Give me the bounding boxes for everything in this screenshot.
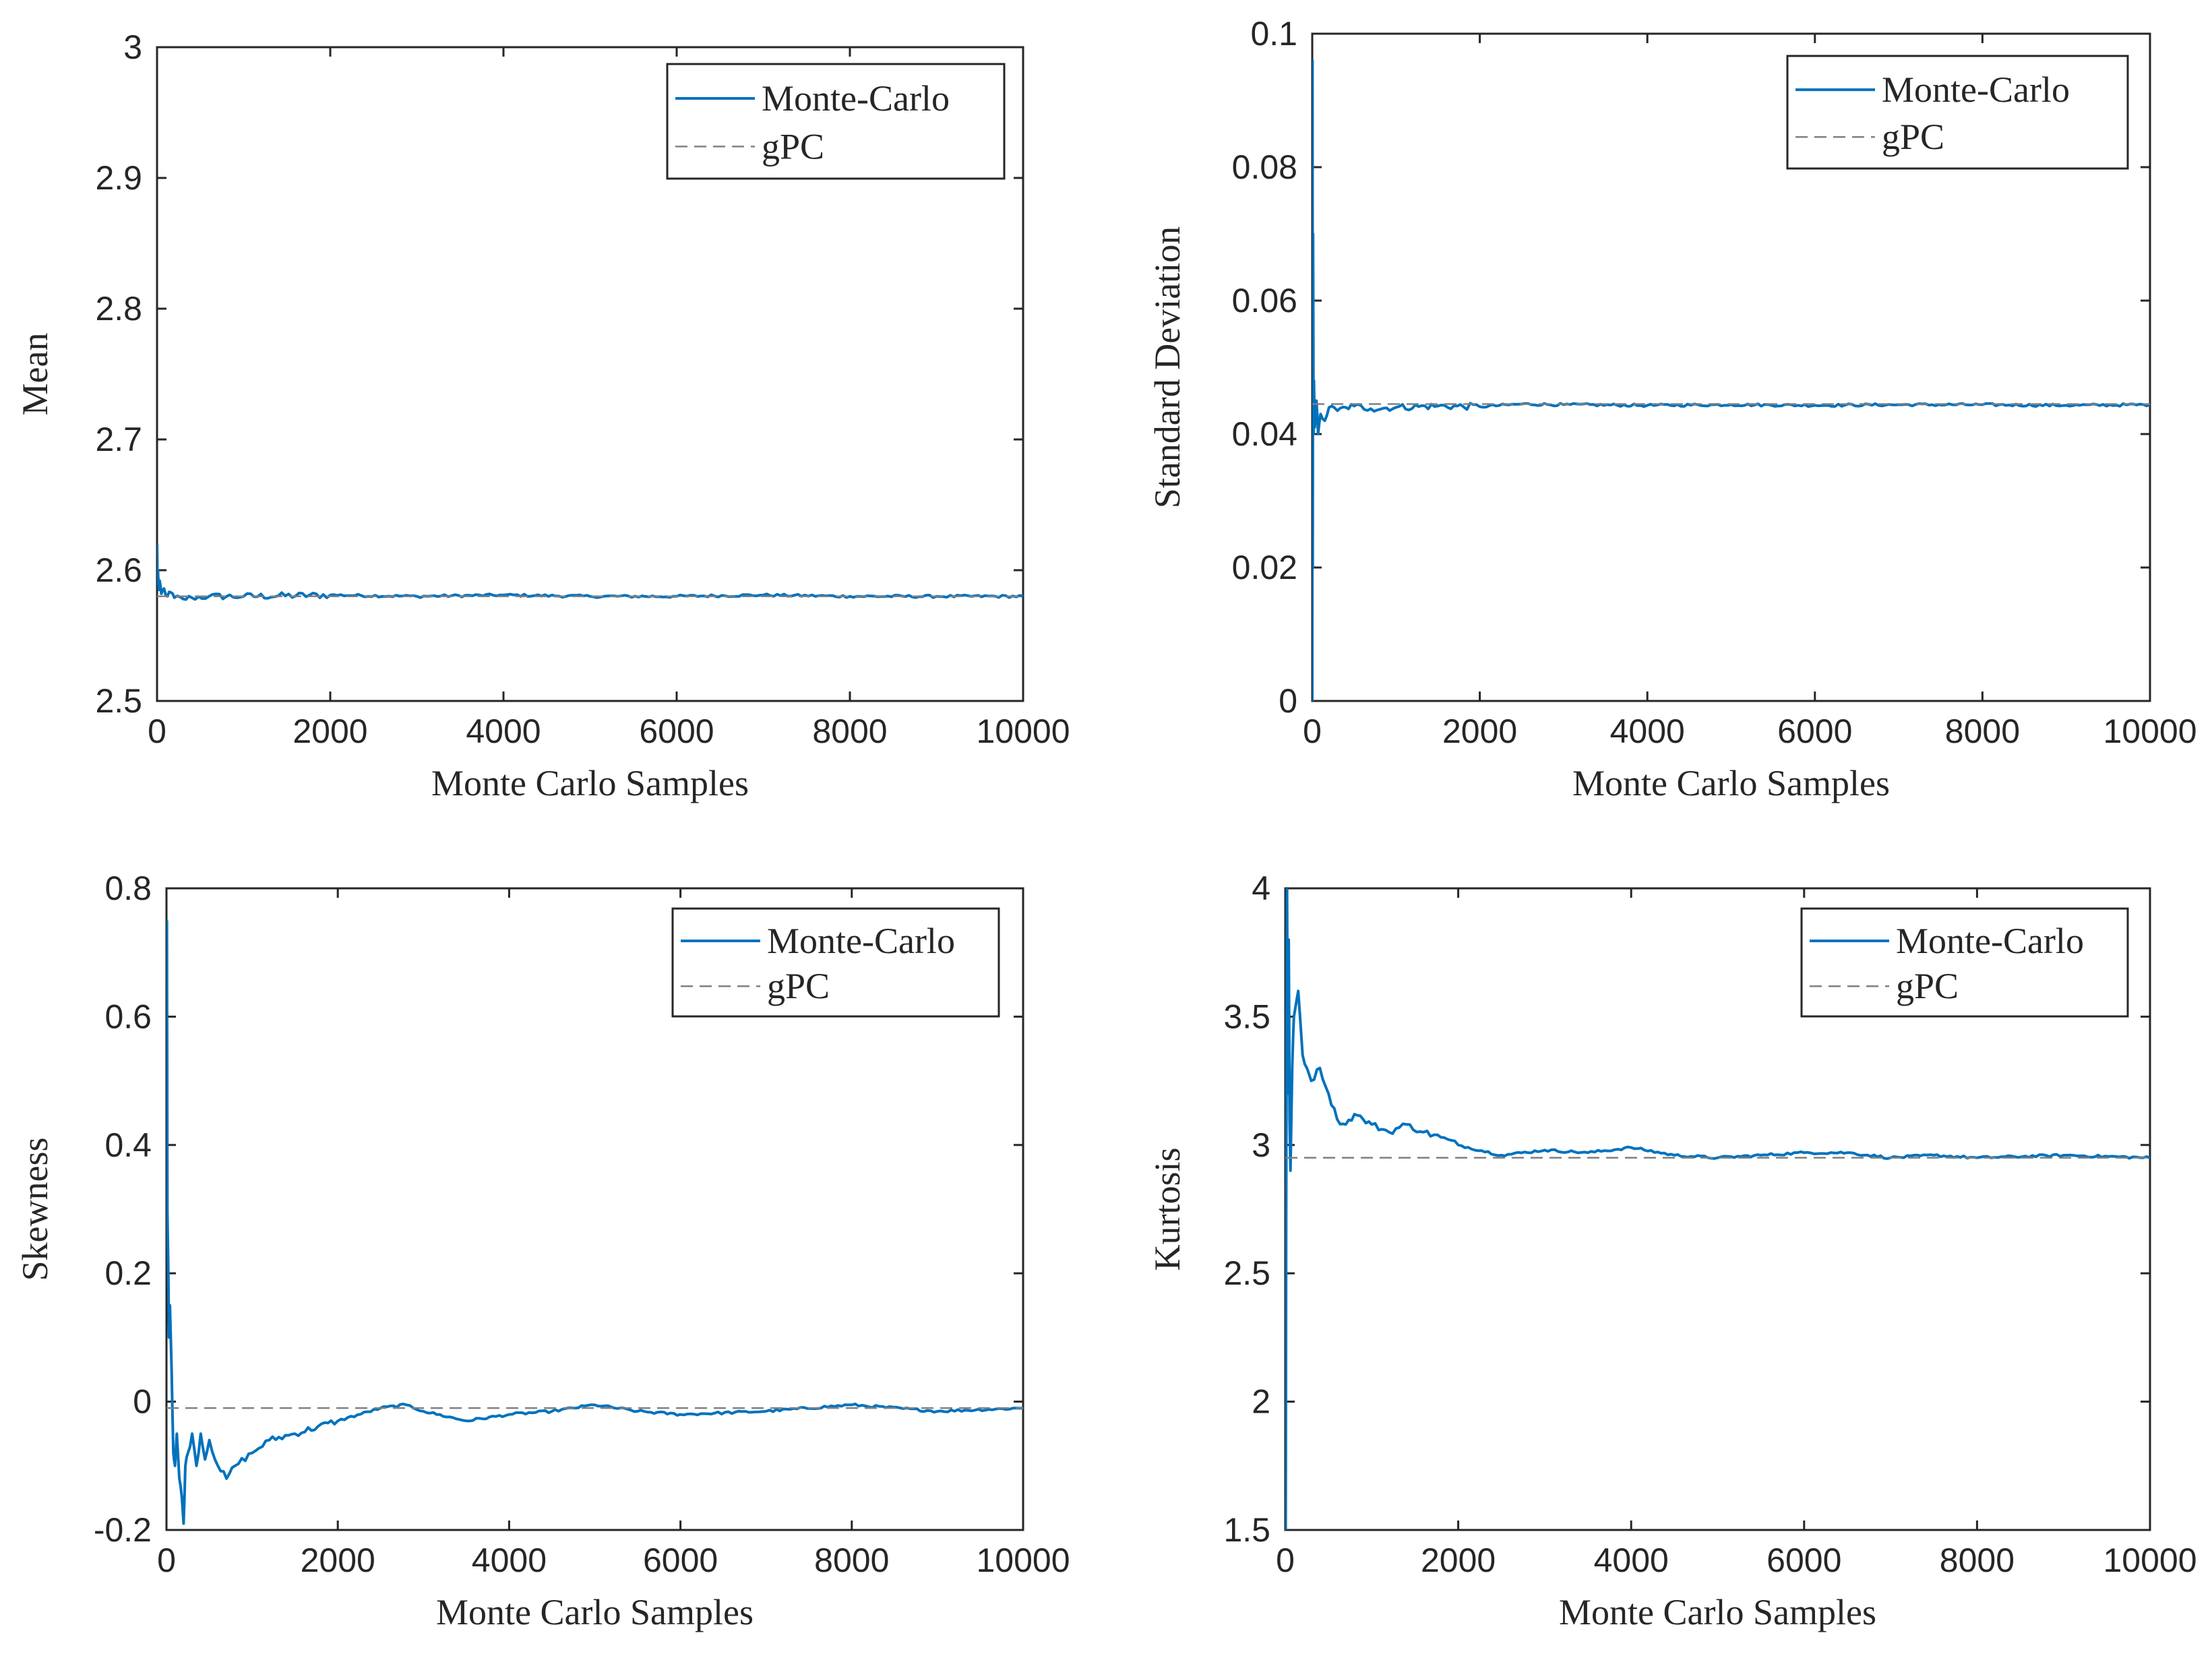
- x-tick-label: 2000: [293, 712, 367, 750]
- x-axis-label: Monte Carlo Samples: [1559, 1592, 1876, 1632]
- x-tick-label: 10000: [976, 1541, 1070, 1579]
- x-tick-label: 8000: [1945, 712, 2020, 750]
- y-tick-label: 1.5: [1223, 1511, 1270, 1549]
- x-tick-label: 6000: [643, 1541, 718, 1579]
- legend-label-gpc: gPC: [1896, 966, 1959, 1006]
- y-axis-label: Mean: [15, 333, 55, 416]
- legend-label-gpc: gPC: [1882, 117, 1944, 157]
- legend-box: [671, 907, 1000, 1018]
- x-tick-label: 0: [157, 1541, 176, 1579]
- series-monte-carlo-line: [166, 920, 1023, 1525]
- x-tick-label: 0: [1303, 712, 1322, 750]
- x-tick-label: 4000: [466, 712, 541, 750]
- y-tick-label: 2.5: [1223, 1254, 1270, 1292]
- x-axis-label: Monte Carlo Samples: [436, 1592, 754, 1632]
- y-axis-label: Standard Deviation: [1147, 226, 1188, 508]
- y-tick-label: 2.6: [95, 551, 142, 589]
- chart-skewness: 0 2000 4000 6000 8000 10000-0.200.20.40.60.8M…: [15, 869, 1070, 1632]
- y-tick-label: 2.7: [95, 421, 142, 458]
- legend: Monte-Carlo gPC: [1800, 907, 2129, 1018]
- y-tick-label: 0.04: [1232, 415, 1297, 453]
- y-tick-label: 2.5: [95, 682, 142, 720]
- x-tick-label: 8000: [1940, 1541, 2015, 1579]
- legend-label-monte-carlo: Monte-Carlo: [767, 921, 955, 961]
- x-tick-label: 8000: [812, 712, 887, 750]
- y-tick-label: 0: [133, 1383, 152, 1421]
- legend-box: [1800, 907, 2129, 1018]
- y-tick-label: 0.6: [104, 998, 152, 1035]
- x-tick-label: 10000: [2103, 1541, 2196, 1579]
- legend-label-gpc: gPC: [767, 966, 830, 1006]
- legend-label-monte-carlo: Monte-Carlo: [762, 78, 950, 119]
- series-monte-carlo-line: [157, 544, 1023, 601]
- x-tick-label: 8000: [814, 1541, 889, 1579]
- y-tick-label: 3.5: [1223, 998, 1270, 1035]
- y-tick-label: 0.08: [1232, 148, 1297, 186]
- x-tick-label: 2000: [301, 1541, 375, 1579]
- legend-label-monte-carlo: Monte-Carlo: [1896, 921, 2084, 961]
- x-tick-label: 4000: [472, 1541, 547, 1579]
- x-tick-label: 6000: [1777, 712, 1852, 750]
- y-tick-label: 0.4: [104, 1126, 152, 1164]
- x-tick-label: 6000: [639, 712, 714, 750]
- y-tick-label: 2.8: [95, 290, 142, 328]
- y-tick-label: -0.2: [94, 1511, 152, 1549]
- legend-label-gpc: gPC: [762, 126, 824, 166]
- y-tick-label: 0: [1279, 682, 1297, 720]
- x-tick-label: 2000: [1421, 1541, 1496, 1579]
- x-tick-label: 0: [148, 712, 166, 750]
- legend: Monte-Carlo gPC: [671, 907, 1000, 1018]
- y-tick-label: 0.2: [104, 1254, 152, 1292]
- legend: Monte-Carlo gPC: [666, 63, 1006, 180]
- y-tick-label: 4: [1252, 869, 1270, 907]
- y-tick-label: 0.02: [1232, 549, 1297, 586]
- legend-label-monte-carlo: Monte-Carlo: [1882, 69, 2070, 110]
- x-tick-label: 4000: [1594, 1541, 1669, 1579]
- chart-kurtosis: 0 2000 4000 6000 8000 10000 1.5 2 2.5 3 3.5 4 Monte …: [1147, 869, 2197, 1632]
- y-axis-label: Skewness: [15, 1138, 55, 1281]
- axes-box: [156, 46, 1024, 702]
- y-tick-label: 0.06: [1232, 282, 1297, 319]
- x-axis-label: Monte Carlo Samples: [431, 763, 749, 803]
- y-tick-label: 3: [1252, 1126, 1270, 1164]
- y-tick-label: 2.9: [95, 159, 142, 197]
- x-tick-label: 10000: [976, 712, 1070, 750]
- chart-std: 0 2000 4000 6000 8000 10000 0 0.02 0.04 0.06 0.08 0…: [1147, 15, 2197, 803]
- x-tick-label: 6000: [1766, 1541, 1841, 1579]
- y-tick-label: 3: [123, 28, 142, 66]
- legend-box: [666, 63, 1006, 180]
- y-tick-label: 0.1: [1250, 15, 1297, 53]
- legend: Monte-Carlo gPC: [1786, 55, 2129, 170]
- y-tick-label: 0.8: [104, 869, 152, 907]
- x-tick-label: 0: [1276, 1541, 1295, 1579]
- y-tick-label: 2: [1252, 1383, 1270, 1421]
- x-tick-label: 4000: [1610, 712, 1685, 750]
- x-axis-label: Monte Carlo Samples: [1572, 763, 1890, 803]
- x-tick-label: 10000: [2103, 712, 2196, 750]
- y-axis-label: Kurtosis: [1147, 1147, 1188, 1270]
- chart-mean: 0 2000 4000 6000 8000 10000 2.5 2.6 2.7 2.8 2.9 3 Mo…: [15, 28, 1070, 803]
- legend-box: [1786, 55, 2129, 170]
- x-tick-label: 2000: [1442, 712, 1517, 750]
